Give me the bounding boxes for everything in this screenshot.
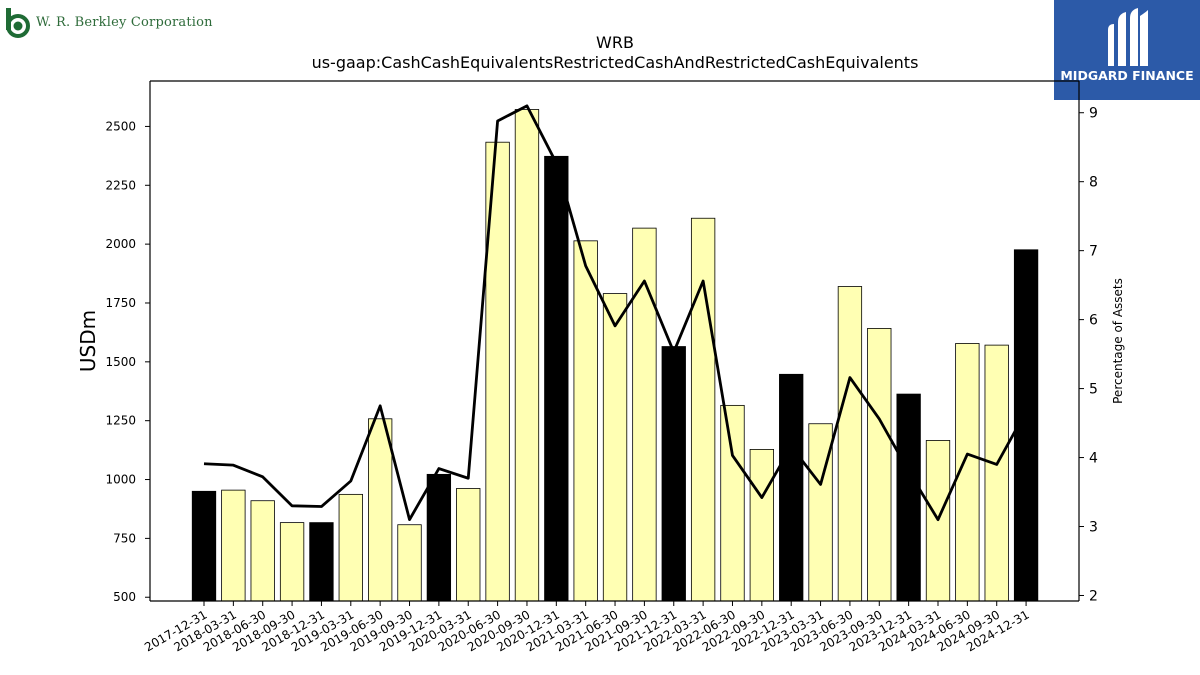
bar-2022-06-30 xyxy=(720,404,745,602)
bar-series xyxy=(191,109,1039,602)
y-tick-label: 500 xyxy=(113,590,136,604)
bar-2018-06-30 xyxy=(250,500,275,602)
y-tick-label: 1500 xyxy=(105,355,136,369)
y2-tick-label: 4 xyxy=(1089,451,1098,467)
y2-axis-label: Percentage of Assets xyxy=(1111,278,1125,404)
x-axis-ticks: 2017-12-312018-03-312018-06-302018-09-30… xyxy=(142,601,1032,654)
midgard-logo-text: MIDGARD FINANCE xyxy=(1060,68,1194,83)
bar-2021-12-31 xyxy=(661,346,686,602)
bar-2019-03-31 xyxy=(338,493,363,602)
berkley-emblem-icon xyxy=(6,8,30,38)
bar-2023-12-31 xyxy=(896,393,921,602)
bar-2019-12-31 xyxy=(426,473,452,602)
y2-tick-label: 5 xyxy=(1089,382,1098,398)
bar-2023-06-30 xyxy=(837,286,863,602)
y2-tick-label: 2 xyxy=(1089,588,1098,604)
bar-2020-12-31 xyxy=(544,155,569,602)
y2-tick-label: 6 xyxy=(1089,313,1098,329)
bar-2017-12-31 xyxy=(191,490,217,602)
line-series-layer xyxy=(203,104,1028,522)
bar-2022-03-31 xyxy=(690,217,716,602)
percentage-of-assets-line xyxy=(203,104,1028,522)
y2-tick-label: 7 xyxy=(1089,244,1098,260)
bar-2018-12-31 xyxy=(309,522,334,602)
y-tick-label: 1250 xyxy=(105,414,136,428)
y2-tick-label: 3 xyxy=(1089,520,1098,536)
berkley-logo-text: W. R. Berkley Corporation xyxy=(36,14,213,30)
midgard-logo: MIDGARD FINANCE xyxy=(1054,0,1200,100)
chart-subtitle: us-gaap:CashCashEquivalentsRestrictedCas… xyxy=(312,53,919,72)
y-tick-label: 1750 xyxy=(105,296,136,310)
y2-axis-ticks: 2 3 4 5 6 7 8 9 xyxy=(1079,106,1098,604)
y-axis-ticks: 500 750 1000 1250 1500 1750 2000 2250 2500 xyxy=(105,119,150,604)
bar-2023-09-30 xyxy=(867,328,892,602)
bar-2024-09-30 xyxy=(984,344,1009,602)
bar-2022-12-31 xyxy=(779,373,804,602)
y-tick-label: 2250 xyxy=(105,178,136,192)
y2-tick-label: 8 xyxy=(1089,175,1098,191)
y-tick-label: 1000 xyxy=(105,473,136,487)
y-tick-label: 2000 xyxy=(105,237,136,251)
bar-2018-09-30 xyxy=(279,522,305,602)
bar-2019-09-30 xyxy=(397,524,422,602)
y-tick-label: 750 xyxy=(113,531,136,545)
bar-2018-03-31 xyxy=(221,489,246,602)
midgard-emblem-icon xyxy=(1108,8,1148,66)
y-axis-label: USDm xyxy=(76,310,100,372)
y2-tick-label: 9 xyxy=(1089,106,1098,122)
y-tick-label: 2500 xyxy=(105,119,136,133)
chart-title: WRB xyxy=(596,33,634,52)
bar-2020-09-30 xyxy=(514,109,540,602)
bar-2021-06-30 xyxy=(602,293,628,602)
bar-2019-06-30 xyxy=(368,418,393,602)
axes xyxy=(149,80,1080,602)
bar-2021-03-31 xyxy=(573,240,598,602)
berkley-logo: W. R. Berkley Corporation xyxy=(4,4,213,40)
bar-2020-03-31 xyxy=(456,488,481,602)
bar-2022-09-30 xyxy=(749,449,774,602)
